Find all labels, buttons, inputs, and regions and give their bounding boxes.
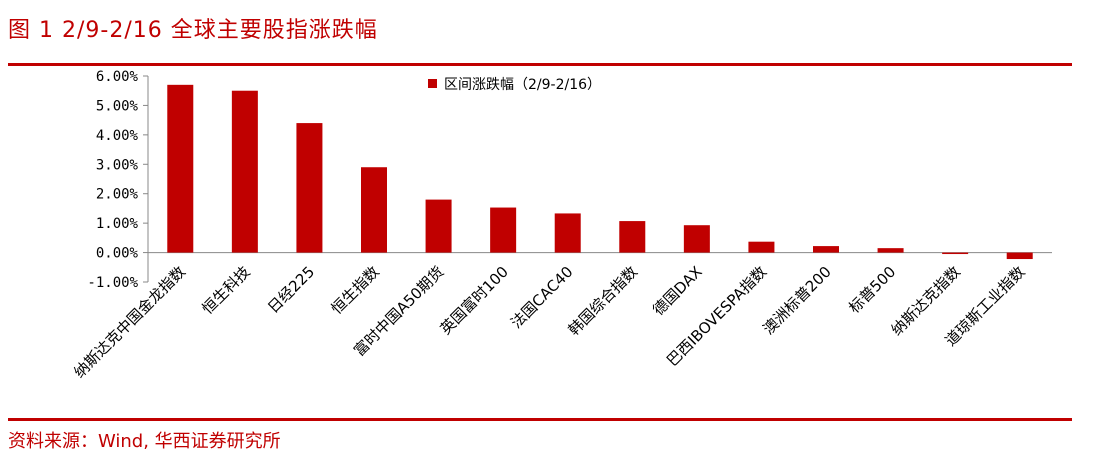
bar <box>361 167 387 253</box>
bar <box>683 225 710 253</box>
y-tick-label: -1.00% <box>87 275 138 291</box>
x-category-label: 韩国综合指数 <box>565 263 641 339</box>
y-tick-label: 1.00% <box>96 216 139 232</box>
bar <box>425 199 452 253</box>
x-axis-labels: 纳斯达克中国金龙指数 恒生科技 日经225 恒生指数富时中国A50期货英国富时100法… <box>70 263 1028 382</box>
y-tick-label: 4.00% <box>96 128 139 144</box>
figure-title: 图 1 2/9-2/16 全球主要股指涨跌幅 <box>8 18 378 43</box>
x-category-label: 恒生指数 <box>328 263 383 318</box>
bar <box>296 123 323 253</box>
y-tick-label: 2.00% <box>96 187 139 203</box>
bar <box>167 84 194 253</box>
bar-series <box>167 84 1033 260</box>
x-category-label: 日经225 <box>264 263 318 317</box>
bar <box>231 90 258 253</box>
x-category-label: 恒生科技 <box>199 263 254 318</box>
y-tick-label: 6.00% <box>96 69 139 85</box>
x-category-label: 澳洲标普200 <box>759 263 834 338</box>
source-note: 资料来源：Wind, 华西证券研究所 <box>8 431 281 452</box>
y-tick-label: 5.00% <box>96 98 139 114</box>
bar <box>1006 252 1033 260</box>
y-tick-label: 0.00% <box>96 246 139 262</box>
x-category-label: 英国富时100 <box>437 263 512 338</box>
top-rule <box>8 63 1072 66</box>
legend: 区间涨跌幅（2/9-2/16） <box>428 77 601 93</box>
x-category-label: 德国DAX <box>649 263 705 319</box>
bar <box>877 248 904 253</box>
y-tick-label: 3.00% <box>96 157 139 173</box>
bar <box>619 221 646 253</box>
bar <box>748 241 775 253</box>
bar <box>554 213 581 253</box>
legend-swatch <box>428 79 437 88</box>
legend-label: 区间涨跌幅（2/9-2/16） <box>444 77 601 93</box>
x-category-label: 标普500 <box>845 263 899 317</box>
x-category-label: 法国CAC40 <box>507 263 576 332</box>
bar <box>942 252 969 255</box>
bar <box>813 246 839 253</box>
bar <box>490 207 517 253</box>
bottom-rule <box>8 418 1072 421</box>
y-axis: -1.00% 0.00% 1.00% 2.00% 3.00% 4.00% 5.00% 6.00… <box>87 69 1052 291</box>
